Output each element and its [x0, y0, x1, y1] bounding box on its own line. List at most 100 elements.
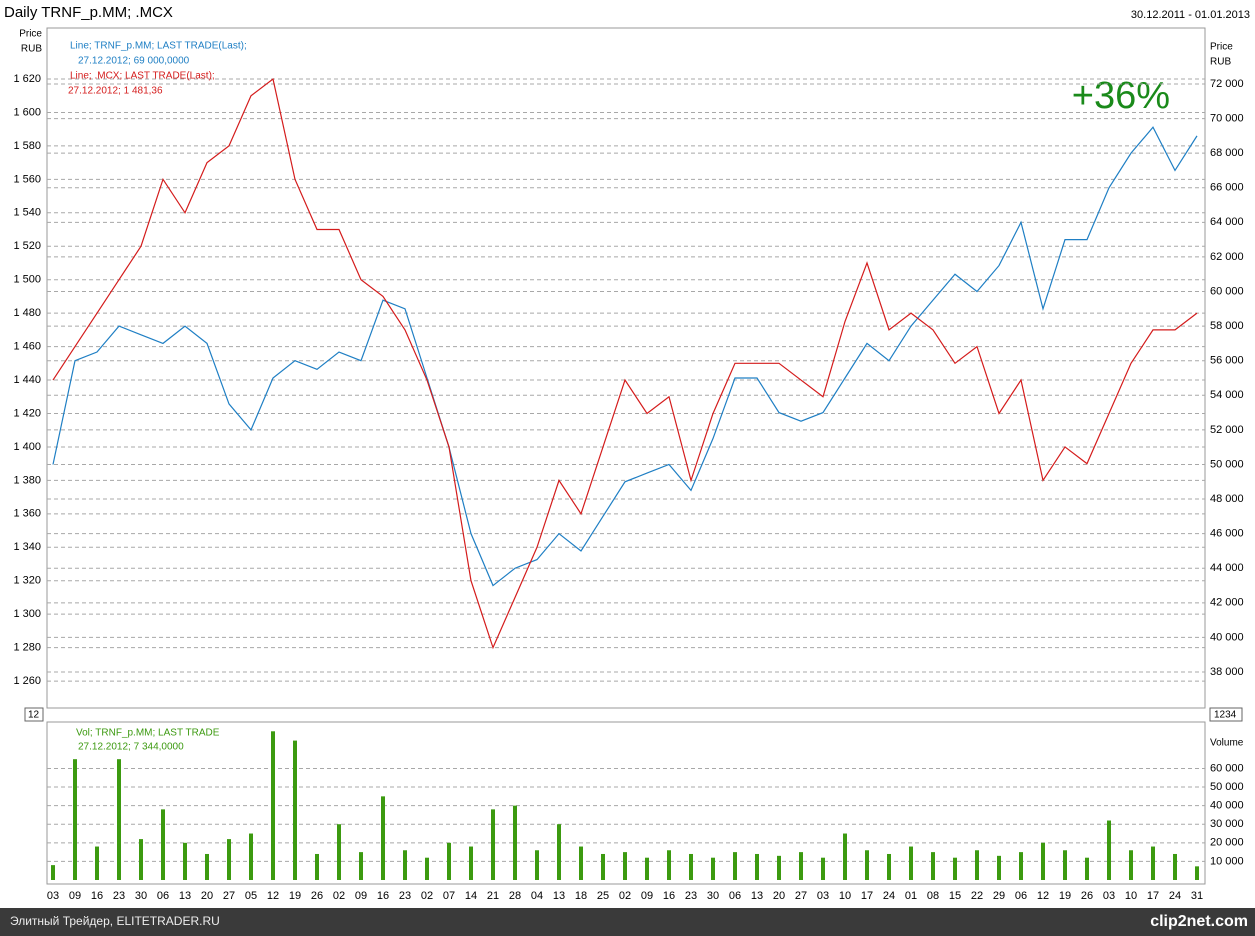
x-tick-label: 15: [949, 890, 961, 902]
tick-label: 40 000: [1210, 631, 1244, 643]
bar: [843, 833, 847, 880]
x-tick-label: 16: [91, 890, 103, 902]
tick-label: 10 000: [1210, 855, 1244, 867]
x-tick-label: 09: [355, 890, 367, 902]
bar: [1019, 852, 1023, 880]
bar: [689, 853, 693, 880]
x-tick-label: 20: [201, 890, 213, 902]
tick-label: 1 560: [13, 173, 41, 185]
legend-entry: Vol; TRNF_p.MM; LAST TRADE: [76, 728, 220, 739]
tick-label: 44 000: [1210, 562, 1244, 574]
x-tick-label: 02: [421, 890, 433, 902]
x-tick-label: 27: [223, 890, 235, 902]
bar: [227, 839, 231, 880]
x-tick-label: 10: [839, 890, 851, 902]
bar: [931, 852, 935, 880]
box-label: 1234: [1214, 710, 1237, 721]
x-tick-label: 19: [289, 890, 301, 902]
tick-label: 50 000: [1210, 781, 1244, 793]
axis-unit: RUB: [21, 44, 42, 55]
legend-value: 27.12.2012; 7 344,0000: [78, 742, 184, 753]
bar: [1195, 866, 1199, 880]
tick-label: 1 280: [13, 642, 41, 654]
bar: [601, 853, 605, 880]
axis-unit: Price: [1210, 42, 1233, 53]
bar: [535, 850, 539, 880]
tick-label: 60 000: [1210, 762, 1244, 774]
tick-label: 1 300: [13, 608, 41, 620]
tick-label: 1 500: [13, 274, 41, 286]
x-tick-label: 28: [509, 890, 521, 902]
tick-label: 20 000: [1210, 837, 1244, 849]
bar: [271, 731, 275, 880]
bar: [139, 839, 143, 880]
tick-label: 1 360: [13, 508, 41, 520]
tick-label: 42 000: [1210, 597, 1244, 609]
tick-label: 1 400: [13, 441, 41, 453]
x-tick-label: 16: [377, 890, 389, 902]
tick-label: 50 000: [1210, 458, 1244, 470]
tick-label: 58 000: [1210, 320, 1244, 332]
tick-label: 1 320: [13, 575, 41, 587]
x-tick-label: 25: [597, 890, 609, 902]
legend-entry: Line; .MCX; LAST TRADE(Last);: [70, 71, 215, 82]
tick-label: 46 000: [1210, 528, 1244, 540]
x-tick-label: 03: [817, 890, 829, 902]
tick-label: 68 000: [1210, 147, 1244, 159]
bar: [1085, 857, 1089, 880]
bar: [337, 824, 341, 880]
x-tick-label: 30: [707, 890, 719, 902]
x-tick-label: 13: [553, 890, 565, 902]
bar: [975, 850, 979, 880]
tick-label: 1 440: [13, 374, 41, 386]
bar: [909, 846, 913, 880]
bar: [73, 759, 77, 880]
x-tick-label: 20: [773, 890, 785, 902]
footer-bar: [0, 908, 1255, 936]
bar: [359, 852, 363, 880]
tick-label: 64 000: [1210, 216, 1244, 228]
bar: [447, 842, 451, 880]
tick-label: 62 000: [1210, 251, 1244, 263]
bar: [821, 857, 825, 880]
tick-label: 52 000: [1210, 424, 1244, 436]
x-tick-label: 03: [1103, 890, 1115, 902]
tick-label: 1 620: [13, 73, 41, 85]
x-tick-label: 10: [1125, 890, 1137, 902]
x-tick-label: 02: [333, 890, 345, 902]
x-tick-label: 09: [641, 890, 653, 902]
x-tick-label: 21: [487, 890, 499, 902]
x-tick-label: 23: [113, 890, 125, 902]
x-tick-label: 24: [883, 890, 895, 902]
x-tick-label: 26: [1081, 890, 1093, 902]
tick-label: 1 580: [13, 140, 41, 152]
tick-label: 54 000: [1210, 389, 1244, 401]
tick-label: 1 540: [13, 207, 41, 219]
tick-label: 60 000: [1210, 285, 1244, 297]
footer-logo: clip2net.com: [1150, 913, 1248, 930]
bar: [777, 855, 781, 880]
x-tick-label: 24: [1169, 890, 1181, 902]
bar: [315, 853, 319, 880]
x-tick-label: 22: [971, 890, 983, 902]
x-tick-label: 17: [861, 890, 873, 902]
x-tick-label: 06: [729, 890, 741, 902]
footer-text: Элитный Трейдер, ELITETRADER.RU: [10, 914, 220, 928]
tick-label: 1 420: [13, 407, 41, 419]
x-tick-label: 09: [69, 890, 81, 902]
line-series: [52, 77, 1198, 650]
box: [1209, 707, 1243, 722]
bar: [469, 846, 473, 880]
x-tick-label: 08: [927, 890, 939, 902]
bar: [733, 852, 737, 880]
bar: [491, 809, 495, 880]
bar: [645, 857, 649, 880]
x-tick-label: 14: [465, 890, 477, 902]
x-tick-label: 30: [135, 890, 147, 902]
x-tick-label: 04: [531, 890, 543, 902]
tick-label: 1 340: [13, 541, 41, 553]
x-tick-label: 06: [1015, 890, 1027, 902]
axis-unit: RUB: [1210, 57, 1231, 68]
chart-title: Daily TRNF_p.MM; .MCX: [4, 4, 173, 21]
tick-label: 70 000: [1210, 112, 1244, 124]
